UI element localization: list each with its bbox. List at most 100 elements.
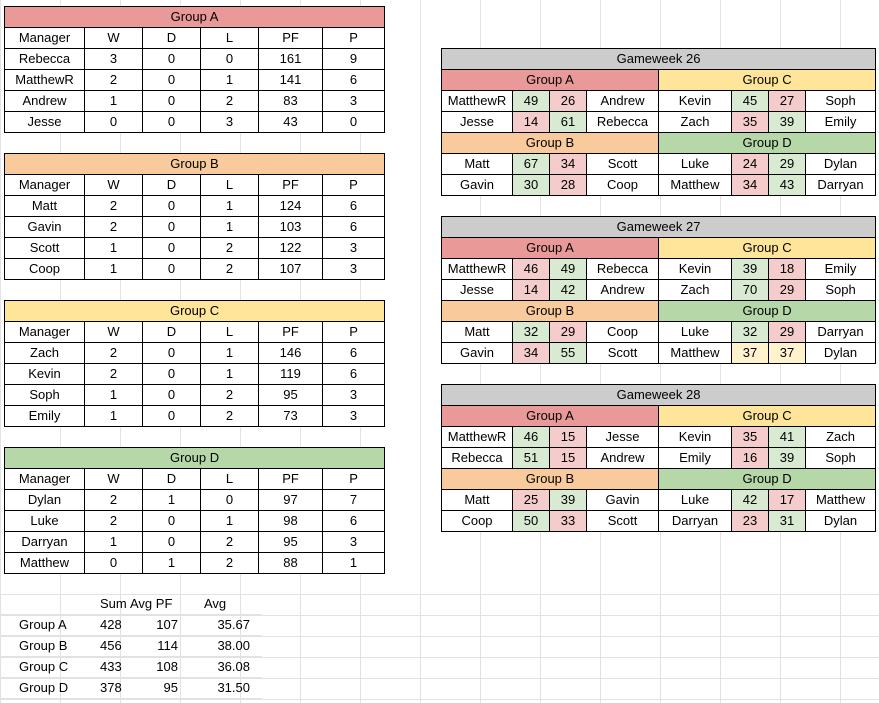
stat-cell[interactable]: 103 — [258, 216, 323, 238]
home-score-cell[interactable]: 37 — [731, 342, 769, 364]
summary-value-cell[interactable]: 428 — [78, 614, 122, 636]
column-header-cell[interactable]: Manager — [4, 27, 85, 49]
away-manager-cell[interactable]: Andrew — [586, 447, 659, 469]
away-score-cell[interactable]: 61 — [549, 111, 587, 133]
column-header-cell[interactable]: PF — [258, 468, 323, 490]
home-manager-cell[interactable]: Matthew — [658, 342, 732, 364]
stat-cell[interactable]: 1 — [84, 258, 143, 280]
stat-cell[interactable]: 122 — [258, 237, 323, 259]
stat-cell[interactable]: 6 — [321, 510, 386, 532]
stat-cell[interactable]: 83 — [258, 90, 323, 112]
stat-cell[interactable]: 0 — [142, 237, 201, 259]
stat-cell[interactable]: 2 — [200, 384, 259, 406]
summary-value-cell[interactable]: 114 — [122, 635, 196, 657]
gameweek-title-cell[interactable]: Gameweek 26 — [440, 48, 877, 70]
manager-cell[interactable]: Jesse — [4, 111, 85, 133]
stat-cell[interactable]: 0 — [142, 405, 201, 427]
stat-cell[interactable]: 6 — [321, 363, 386, 385]
home-manager-cell[interactable]: Kevin — [658, 258, 732, 280]
home-score-cell[interactable]: 23 — [731, 510, 769, 532]
away-score-cell[interactable]: 39 — [549, 489, 587, 511]
stat-cell[interactable]: 3 — [321, 384, 386, 406]
stat-cell[interactable]: 6 — [321, 216, 386, 238]
stat-cell[interactable]: 9 — [321, 48, 386, 70]
group-label-cell[interactable]: Group A — [441, 237, 659, 259]
stat-cell[interactable]: 2 — [84, 489, 143, 511]
stat-cell[interactable]: 0 — [200, 489, 259, 511]
stat-cell[interactable]: 0 — [142, 510, 201, 532]
column-header-cell[interactable]: W — [84, 321, 143, 343]
stat-cell[interactable]: 2 — [200, 258, 259, 280]
stat-cell[interactable]: 2 — [200, 237, 259, 259]
column-header-cell[interactable]: D — [142, 321, 201, 343]
away-manager-cell[interactable]: Jesse — [586, 426, 659, 448]
manager-cell[interactable]: Darryan — [4, 531, 85, 553]
column-header-cell[interactable]: P — [321, 174, 386, 196]
stat-cell[interactable]: 0 — [142, 69, 201, 91]
stat-cell[interactable]: 6 — [321, 69, 386, 91]
column-header-cell[interactable]: P — [321, 27, 386, 49]
stat-cell[interactable]: 2 — [84, 510, 143, 532]
stat-cell[interactable]: 2 — [200, 552, 259, 574]
away-score-cell[interactable]: 17 — [768, 489, 806, 511]
home-manager-cell[interactable]: MatthewR — [441, 258, 513, 280]
summary-value-cell[interactable]: 108 — [122, 656, 196, 678]
away-manager-cell[interactable]: Dylan — [804, 153, 877, 175]
stat-cell[interactable]: 3 — [321, 258, 386, 280]
home-score-cell[interactable]: 24 — [731, 153, 769, 175]
stat-cell[interactable]: 95 — [258, 384, 323, 406]
away-score-cell[interactable]: 15 — [549, 447, 587, 469]
manager-cell[interactable]: Emily — [4, 405, 85, 427]
summary-value-cell[interactable]: 36.08 — [196, 656, 262, 678]
manager-cell[interactable]: Zach — [4, 342, 85, 364]
group-label-cell[interactable]: Group C — [657, 69, 877, 91]
stat-cell[interactable]: 2 — [200, 405, 259, 427]
stat-cell[interactable]: 1 — [200, 363, 259, 385]
away-manager-cell[interactable]: Soph — [804, 90, 877, 112]
manager-cell[interactable]: Coop — [4, 258, 85, 280]
home-manager-cell[interactable]: Jesse — [441, 279, 513, 301]
home-manager-cell[interactable]: Rebecca — [441, 447, 513, 469]
away-manager-cell[interactable]: Dylan — [804, 342, 877, 364]
home-manager-cell[interactable]: Luke — [658, 153, 732, 175]
stat-cell[interactable]: 43 — [258, 111, 323, 133]
home-score-cell[interactable]: 35 — [731, 111, 769, 133]
away-score-cell[interactable]: 37 — [768, 342, 806, 364]
home-manager-cell[interactable]: Gavin — [441, 342, 513, 364]
away-score-cell[interactable]: 31 — [768, 510, 806, 532]
away-manager-cell[interactable]: Andrew — [586, 90, 659, 112]
column-header-cell[interactable]: P — [321, 468, 386, 490]
stat-cell[interactable]: 3 — [321, 237, 386, 259]
home-score-cell[interactable]: 35 — [731, 426, 769, 448]
stat-cell[interactable]: 146 — [258, 342, 323, 364]
stat-cell[interactable]: 3 — [321, 90, 386, 112]
home-manager-cell[interactable]: Coop — [441, 510, 513, 532]
away-score-cell[interactable]: 18 — [768, 258, 806, 280]
away-score-cell[interactable]: 41 — [768, 426, 806, 448]
away-score-cell[interactable]: 55 — [549, 342, 587, 364]
column-header-cell[interactable]: D — [142, 27, 201, 49]
group-label-cell[interactable]: Group C — [657, 405, 877, 427]
home-score-cell[interactable]: 50 — [512, 510, 550, 532]
manager-cell[interactable]: Dylan — [4, 489, 85, 511]
stat-cell[interactable]: 1 — [84, 405, 143, 427]
group-label-cell[interactable]: Group B — [441, 132, 659, 154]
stat-cell[interactable]: 161 — [258, 48, 323, 70]
group-label-cell[interactable]: Group A — [441, 69, 659, 91]
manager-cell[interactable]: Luke — [4, 510, 85, 532]
home-manager-cell[interactable]: MatthewR — [441, 426, 513, 448]
summary-value-cell[interactable]: 433 — [78, 656, 122, 678]
group-label-cell[interactable]: Group B — [441, 468, 659, 490]
column-header-cell[interactable]: Manager — [4, 468, 85, 490]
stat-cell[interactable]: 0 — [142, 48, 201, 70]
away-manager-cell[interactable]: Coop — [586, 321, 659, 343]
column-header-cell[interactable]: L — [200, 468, 259, 490]
column-header-cell[interactable]: W — [84, 174, 143, 196]
stat-cell[interactable]: 0 — [142, 363, 201, 385]
stat-cell[interactable]: 124 — [258, 195, 323, 217]
home-manager-cell[interactable]: Emily — [658, 447, 732, 469]
stat-cell[interactable]: 1 — [200, 510, 259, 532]
stat-cell[interactable]: 2 — [200, 90, 259, 112]
home-manager-cell[interactable]: Zach — [658, 279, 732, 301]
stat-cell[interactable]: 3 — [321, 405, 386, 427]
